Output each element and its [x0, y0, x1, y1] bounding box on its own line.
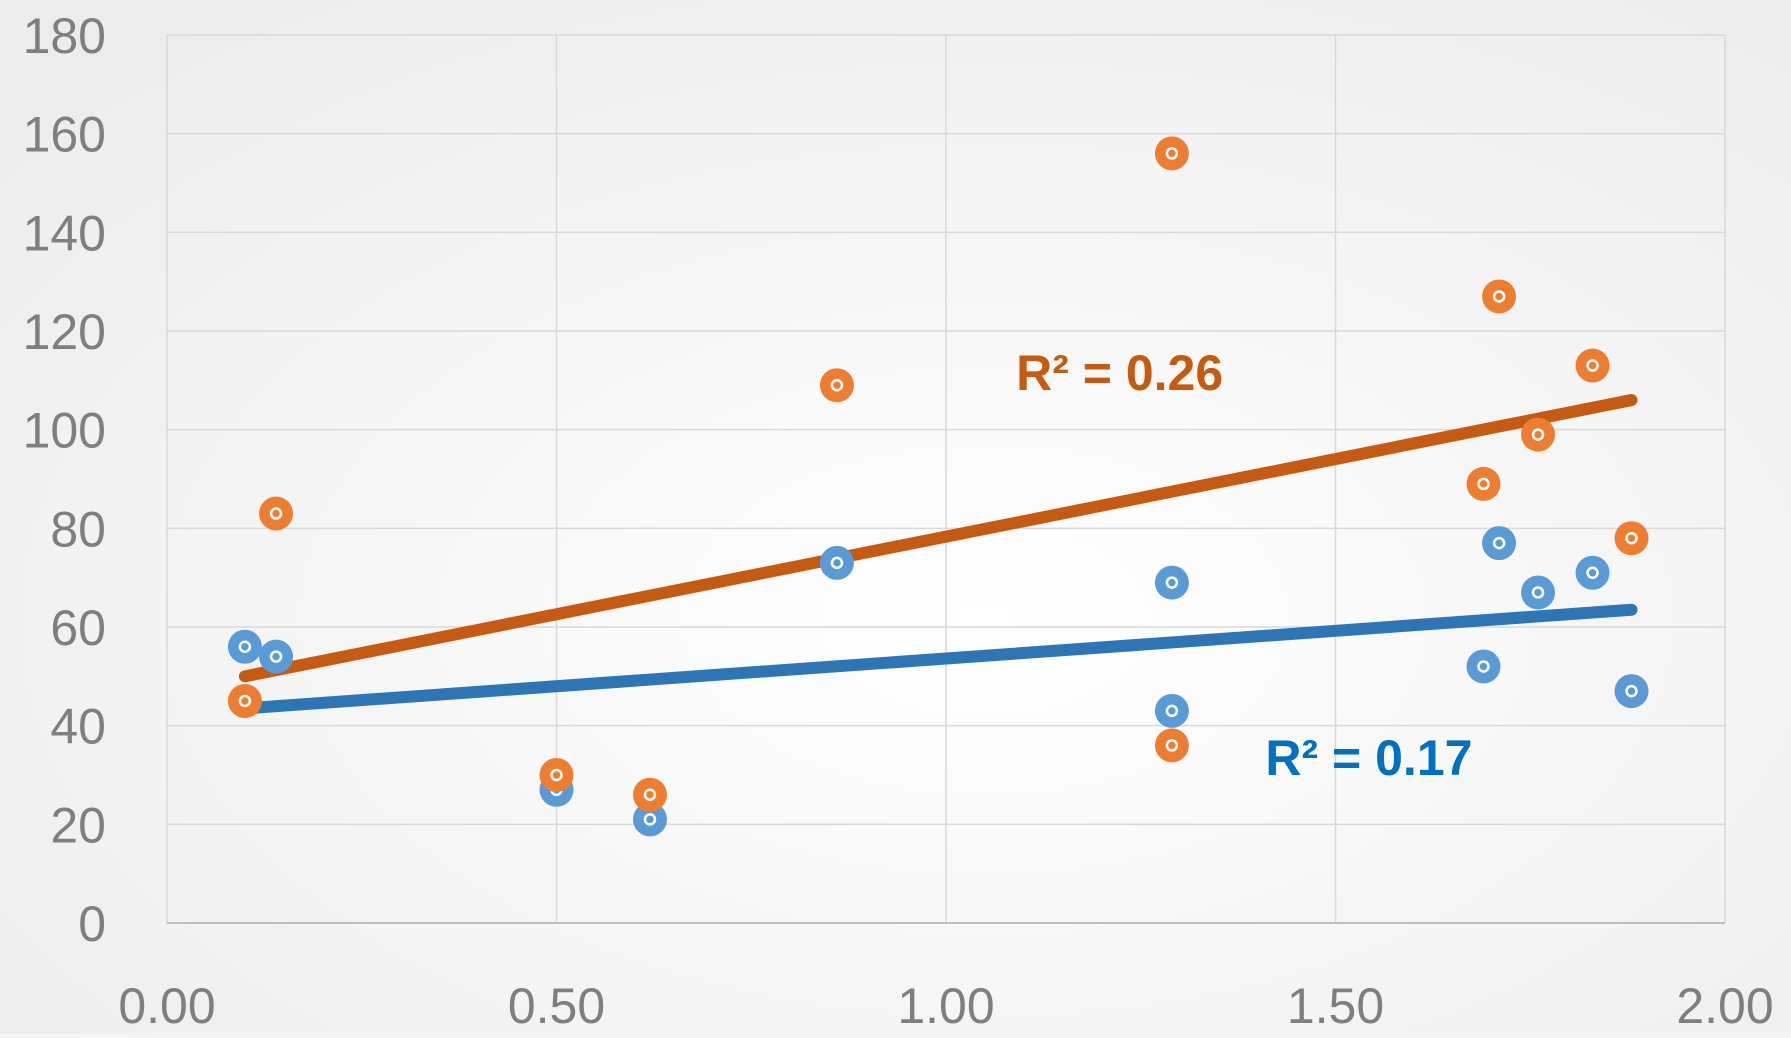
point-marker	[227, 684, 262, 718]
data-point-series-2	[1466, 466, 1501, 501]
point-marker	[259, 496, 294, 531]
trendline-series-1	[238, 603, 1638, 715]
point-marker-center	[1165, 147, 1179, 160]
data-point-series-2	[259, 496, 294, 531]
point-marker-center	[1165, 739, 1179, 752]
point-marker-center	[1492, 290, 1506, 303]
point-marker-center	[269, 507, 283, 520]
r2-labels: R² = 0.17 R² = 0.26	[1016, 345, 1472, 786]
point-marker-center	[269, 650, 283, 663]
point-marker-center	[1625, 684, 1638, 698]
x-tick-label: 1.50	[1287, 978, 1384, 1033]
point-marker-center	[238, 694, 252, 708]
data-point-series-2	[227, 684, 262, 718]
point-marker	[1482, 279, 1517, 314]
data-point-series-1	[1482, 526, 1517, 561]
point-marker	[1575, 555, 1610, 590]
data-point-series-2	[1575, 348, 1610, 383]
point-marker	[1154, 693, 1189, 728]
point-marker	[1154, 728, 1189, 763]
data-point-series-1	[259, 639, 294, 674]
point-marker-center	[1477, 477, 1490, 491]
y-tick-label: 100	[23, 403, 106, 459]
point-marker-center	[1625, 531, 1638, 545]
point-marker-center	[830, 379, 844, 392]
point-marker	[1575, 348, 1610, 383]
point-marker-center	[1586, 566, 1599, 579]
point-marker-center	[643, 788, 657, 801]
data-point-series-1	[1154, 565, 1189, 600]
point-marker	[1466, 649, 1501, 684]
y-tick-label: 20	[50, 797, 106, 853]
y-tick-label: 140	[23, 205, 106, 261]
point-marker	[1466, 466, 1501, 501]
x-tick-label: 0.50	[508, 978, 605, 1033]
trendlines	[238, 394, 1638, 715]
point-marker	[819, 368, 854, 403]
point-marker-center	[830, 556, 844, 570]
y-tick-label: 40	[50, 699, 106, 755]
point-marker-center	[1477, 660, 1490, 673]
r2-label-series-2: R² = 0.26	[1016, 345, 1223, 401]
data-point-series-1	[1521, 575, 1556, 610]
data-point-series-2	[1482, 279, 1517, 314]
point-marker-center	[238, 640, 252, 653]
point-marker-center	[1492, 536, 1506, 550]
point-marker-center	[1165, 704, 1179, 718]
point-marker	[632, 777, 667, 812]
point-marker-center	[550, 768, 563, 782]
data-point-series-1	[1575, 555, 1610, 590]
point-marker	[1614, 674, 1649, 709]
point-marker-center	[1586, 359, 1599, 372]
point-marker-center	[1531, 428, 1545, 441]
y-tick-label: 0	[78, 896, 106, 952]
point-marker	[1521, 417, 1556, 452]
grid	[166, 34, 1726, 924]
data-points	[227, 136, 1649, 837]
data-point-series-2	[539, 758, 574, 792]
point-marker-center	[643, 813, 657, 826]
data-point-series-2	[819, 368, 854, 403]
point-marker-center	[1531, 586, 1545, 599]
point-marker	[1154, 565, 1189, 600]
axes: 0 20 40 60 80 100 120 140 160 180 0.00 0.50 1.00 1.50…	[23, 8, 1774, 1034]
y-tick-label: 120	[23, 304, 106, 360]
x-tick-label: 1.00	[897, 978, 994, 1033]
data-point-series-2	[1154, 136, 1189, 171]
point-marker	[1482, 526, 1517, 561]
data-point-series-1	[1466, 649, 1501, 684]
y-tick-label: 60	[50, 600, 106, 656]
data-point-series-1	[1154, 693, 1189, 728]
data-point-series-1	[632, 802, 667, 837]
point-marker	[819, 545, 854, 580]
point-marker	[259, 639, 294, 674]
point-marker	[539, 758, 574, 792]
data-point-series-2	[632, 777, 667, 812]
y-tick-label: 160	[23, 107, 106, 163]
r2-label-series-1: R² = 0.17	[1265, 730, 1472, 786]
data-point-series-1	[1614, 674, 1649, 709]
x-tick-label: 2.00	[1676, 978, 1773, 1033]
y-tick-label: 80	[50, 501, 106, 557]
point-marker	[1154, 136, 1189, 171]
point-marker	[1614, 521, 1649, 556]
data-point-series-2	[1521, 417, 1556, 452]
data-point-series-2	[1614, 521, 1649, 556]
y-tick-label: 180	[23, 8, 106, 64]
point-marker	[1521, 575, 1556, 610]
data-point-series-1	[819, 545, 854, 580]
data-point-series-1	[227, 629, 262, 664]
point-marker	[632, 802, 667, 837]
trendline-series-2	[238, 394, 1638, 683]
point-marker	[227, 629, 262, 664]
x-tick-label: 0.00	[118, 978, 215, 1033]
data-point-series-2	[1154, 728, 1189, 763]
point-marker-center	[1165, 576, 1179, 589]
